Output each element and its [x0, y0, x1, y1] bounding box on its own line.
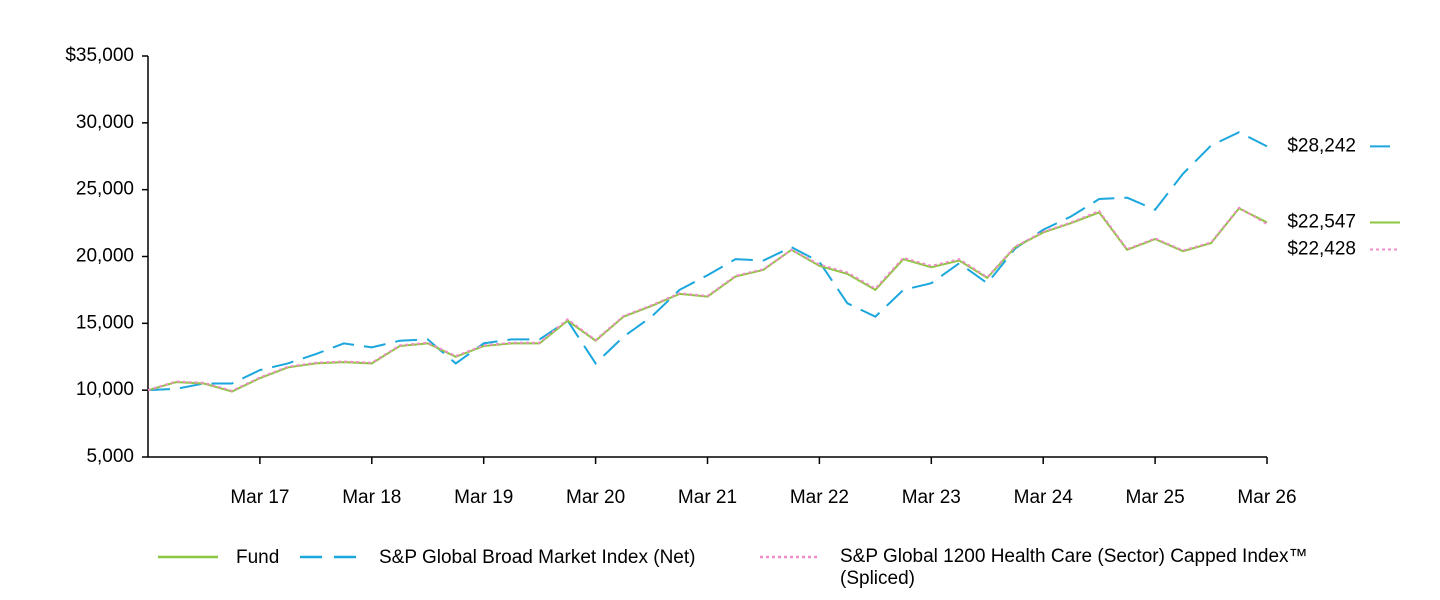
x-tick-label: Mar 26 [1237, 487, 1296, 508]
legend-label: S&P Global 1200 Health Care (Sector) Cap… [840, 546, 1308, 589]
x-tick-label: Mar 18 [342, 487, 401, 508]
x-tick-label: Mar 23 [902, 487, 961, 508]
y-tick-label: 5,000 [86, 446, 134, 467]
x-tick-label: Mar 25 [1126, 487, 1185, 508]
x-tick-label: Mar 19 [454, 487, 513, 508]
x-tick-label: Mar 24 [1014, 487, 1074, 508]
y-tick-label: 10,000 [76, 379, 134, 400]
y-tick-label: $35,000 [65, 45, 134, 66]
end-label: $28,242 [1287, 135, 1356, 156]
x-tick-label: Mar 21 [678, 487, 737, 508]
x-tick-label: Mar 17 [230, 487, 289, 508]
end-label: $22,547 [1287, 211, 1356, 232]
series-line [147, 131, 1268, 392]
y-tick-label: 25,000 [76, 179, 134, 200]
legend-label: S&P Global Broad Market Index (Net) [379, 547, 695, 568]
y-tick-label: 15,000 [76, 312, 134, 333]
x-tick-label: Mar 22 [790, 487, 849, 508]
y-tick-label: 30,000 [76, 112, 134, 133]
end-label: $22,428 [1287, 238, 1356, 259]
legend-label: Fund [236, 547, 279, 568]
series-line [147, 207, 1268, 393]
y-tick-label: 20,000 [76, 246, 134, 267]
series-line [147, 206, 1268, 392]
x-tick-label: Mar 20 [566, 487, 625, 508]
